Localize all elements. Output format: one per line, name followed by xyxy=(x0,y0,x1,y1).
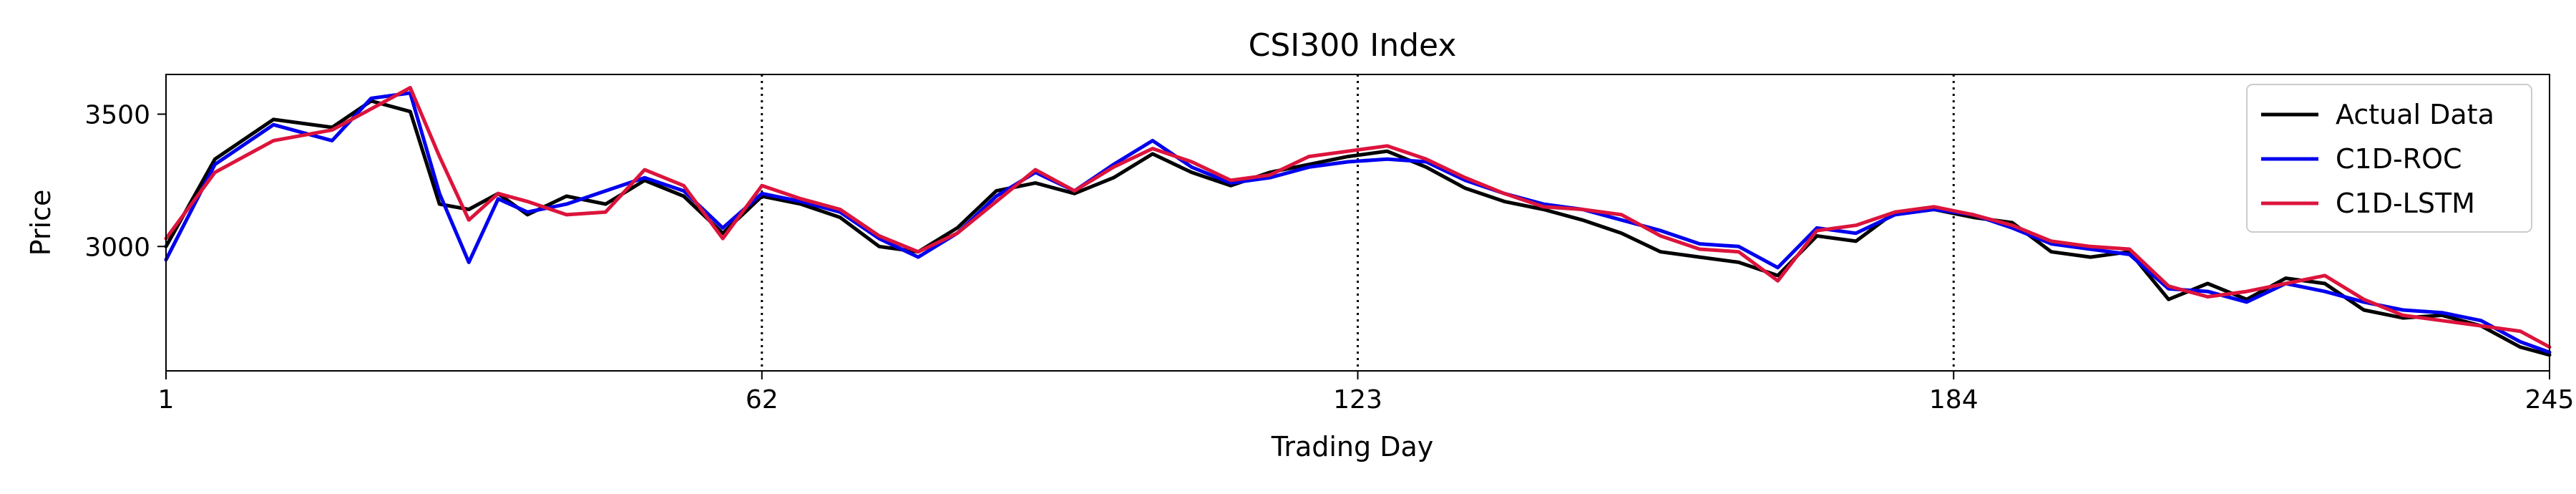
vertical-guide-lines xyxy=(761,74,1955,371)
x-tick-label: 1 xyxy=(158,385,175,415)
x-tick-label: 62 xyxy=(746,385,779,415)
x-tick-label: 245 xyxy=(2525,385,2575,415)
y-axis-ticks: 3000 3500 xyxy=(84,100,166,262)
series-line-1 xyxy=(164,91,2552,354)
legend-label-0: Actual Data xyxy=(2336,99,2494,130)
legend-box xyxy=(2246,84,2532,233)
legend-label-2: C1D-LSTM xyxy=(2336,188,2475,219)
x-tick-label: 123 xyxy=(1333,385,1382,415)
x-axis-ticks: 1 62 123 184 245 xyxy=(158,371,2575,415)
y-axis-label: Price xyxy=(25,190,57,256)
chart-title: CSI300 Index xyxy=(1249,27,1457,64)
legend: Actual Data C1D-ROC C1D-LSTM xyxy=(2246,84,2532,233)
y-tick-label: 3000 xyxy=(84,233,150,262)
x-tick-label: 184 xyxy=(1929,385,1979,415)
y-tick-label: 3500 xyxy=(84,100,150,130)
series-line-2 xyxy=(164,86,2552,349)
series-lines xyxy=(164,86,2552,357)
series-line-0 xyxy=(164,99,2552,357)
x-axis-label: Trading Day xyxy=(1271,431,1434,462)
legend-label-1: C1D-ROC xyxy=(2336,143,2462,175)
